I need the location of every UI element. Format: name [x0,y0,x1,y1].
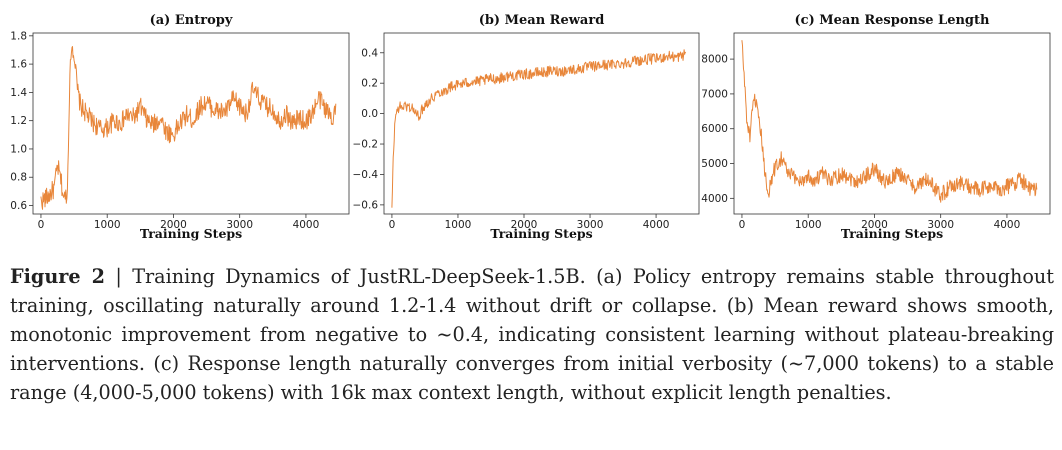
x-tick-label: 2000 [511,219,538,231]
y-tick-label: 5000 [701,158,728,170]
y-tick-label: 6000 [701,123,728,135]
y-tick-label: 1.4 [10,87,27,99]
panel-1: (a) Entropy 0 1000 2000 3000 4000 0.6 0.8 1.0 1.2… [10,13,350,241]
series-line [40,46,337,210]
x-tick-label: 1000 [795,219,822,231]
caption-text: | Training Dynamics of JustRL-DeepSeek-1… [10,265,1054,404]
x-tick-label: 2000 [160,219,187,231]
x-tick-label: 1000 [94,219,121,231]
x-tick-label: 2000 [861,219,888,231]
y-tick-label: 1.8 [10,30,27,42]
y-tick-label: 0.8 [10,172,27,184]
x-tick-label: 3000 [927,219,954,231]
figure-panels: (a) Entropy 0 1000 2000 3000 4000 0.6 0.8 1.0 1.2… [10,13,1051,241]
caption-label: Figure 2 [10,265,105,288]
y-tick-label: −0.4 [353,169,379,181]
plot-frame [383,32,700,215]
y-tick-label: 0.6 [10,200,27,212]
x-axis-label: Training Steps [140,226,242,241]
y-tick-label: −0.6 [353,199,379,211]
x-tick-label: 0 [389,219,396,231]
panel-3: (c) Mean Response Length 0 1000 2000 3000 400… [701,13,1051,241]
y-tick-label: 7000 [701,88,728,100]
y-tick-label: 0.0 [361,108,378,120]
x-tick-label: 4000 [293,219,320,231]
y-tick-label: 0.2 [361,78,378,90]
y-tick-label: 1.6 [10,59,27,71]
plot-frame [32,32,350,215]
panel-title: (b) Mean Reward [479,13,605,28]
y-tick-label: 4000 [701,193,728,205]
series-line [391,49,687,208]
x-axis-label: Training Steps [490,226,592,241]
figure-caption: Figure 2 | Training Dynamics of JustRL-D… [10,262,1054,407]
x-axis-label: Training Steps [841,226,943,241]
x-tick-label: 3000 [226,219,253,231]
y-tick-label: 0.4 [361,47,378,59]
x-tick-label: 3000 [577,219,604,231]
series-line [741,40,1038,203]
x-tick-label: 0 [739,219,746,231]
y-tick-label: −0.2 [353,139,379,151]
panel-title: (c) Mean Response Length [795,13,990,28]
plot-frame [733,32,1051,215]
panel-2: (b) Mean Reward 0 1000 2000 3000 4000 −0.6 −0.4… [353,13,700,241]
y-tick-label: 1.2 [10,115,27,127]
y-tick-label: 1.0 [10,143,27,155]
x-tick-label: 4000 [994,219,1021,231]
x-tick-label: 1000 [445,219,472,231]
x-tick-label: 0 [38,219,45,231]
y-tick-label: 8000 [701,54,728,66]
x-tick-label: 4000 [643,219,670,231]
panel-title: (a) Entropy [150,13,233,28]
